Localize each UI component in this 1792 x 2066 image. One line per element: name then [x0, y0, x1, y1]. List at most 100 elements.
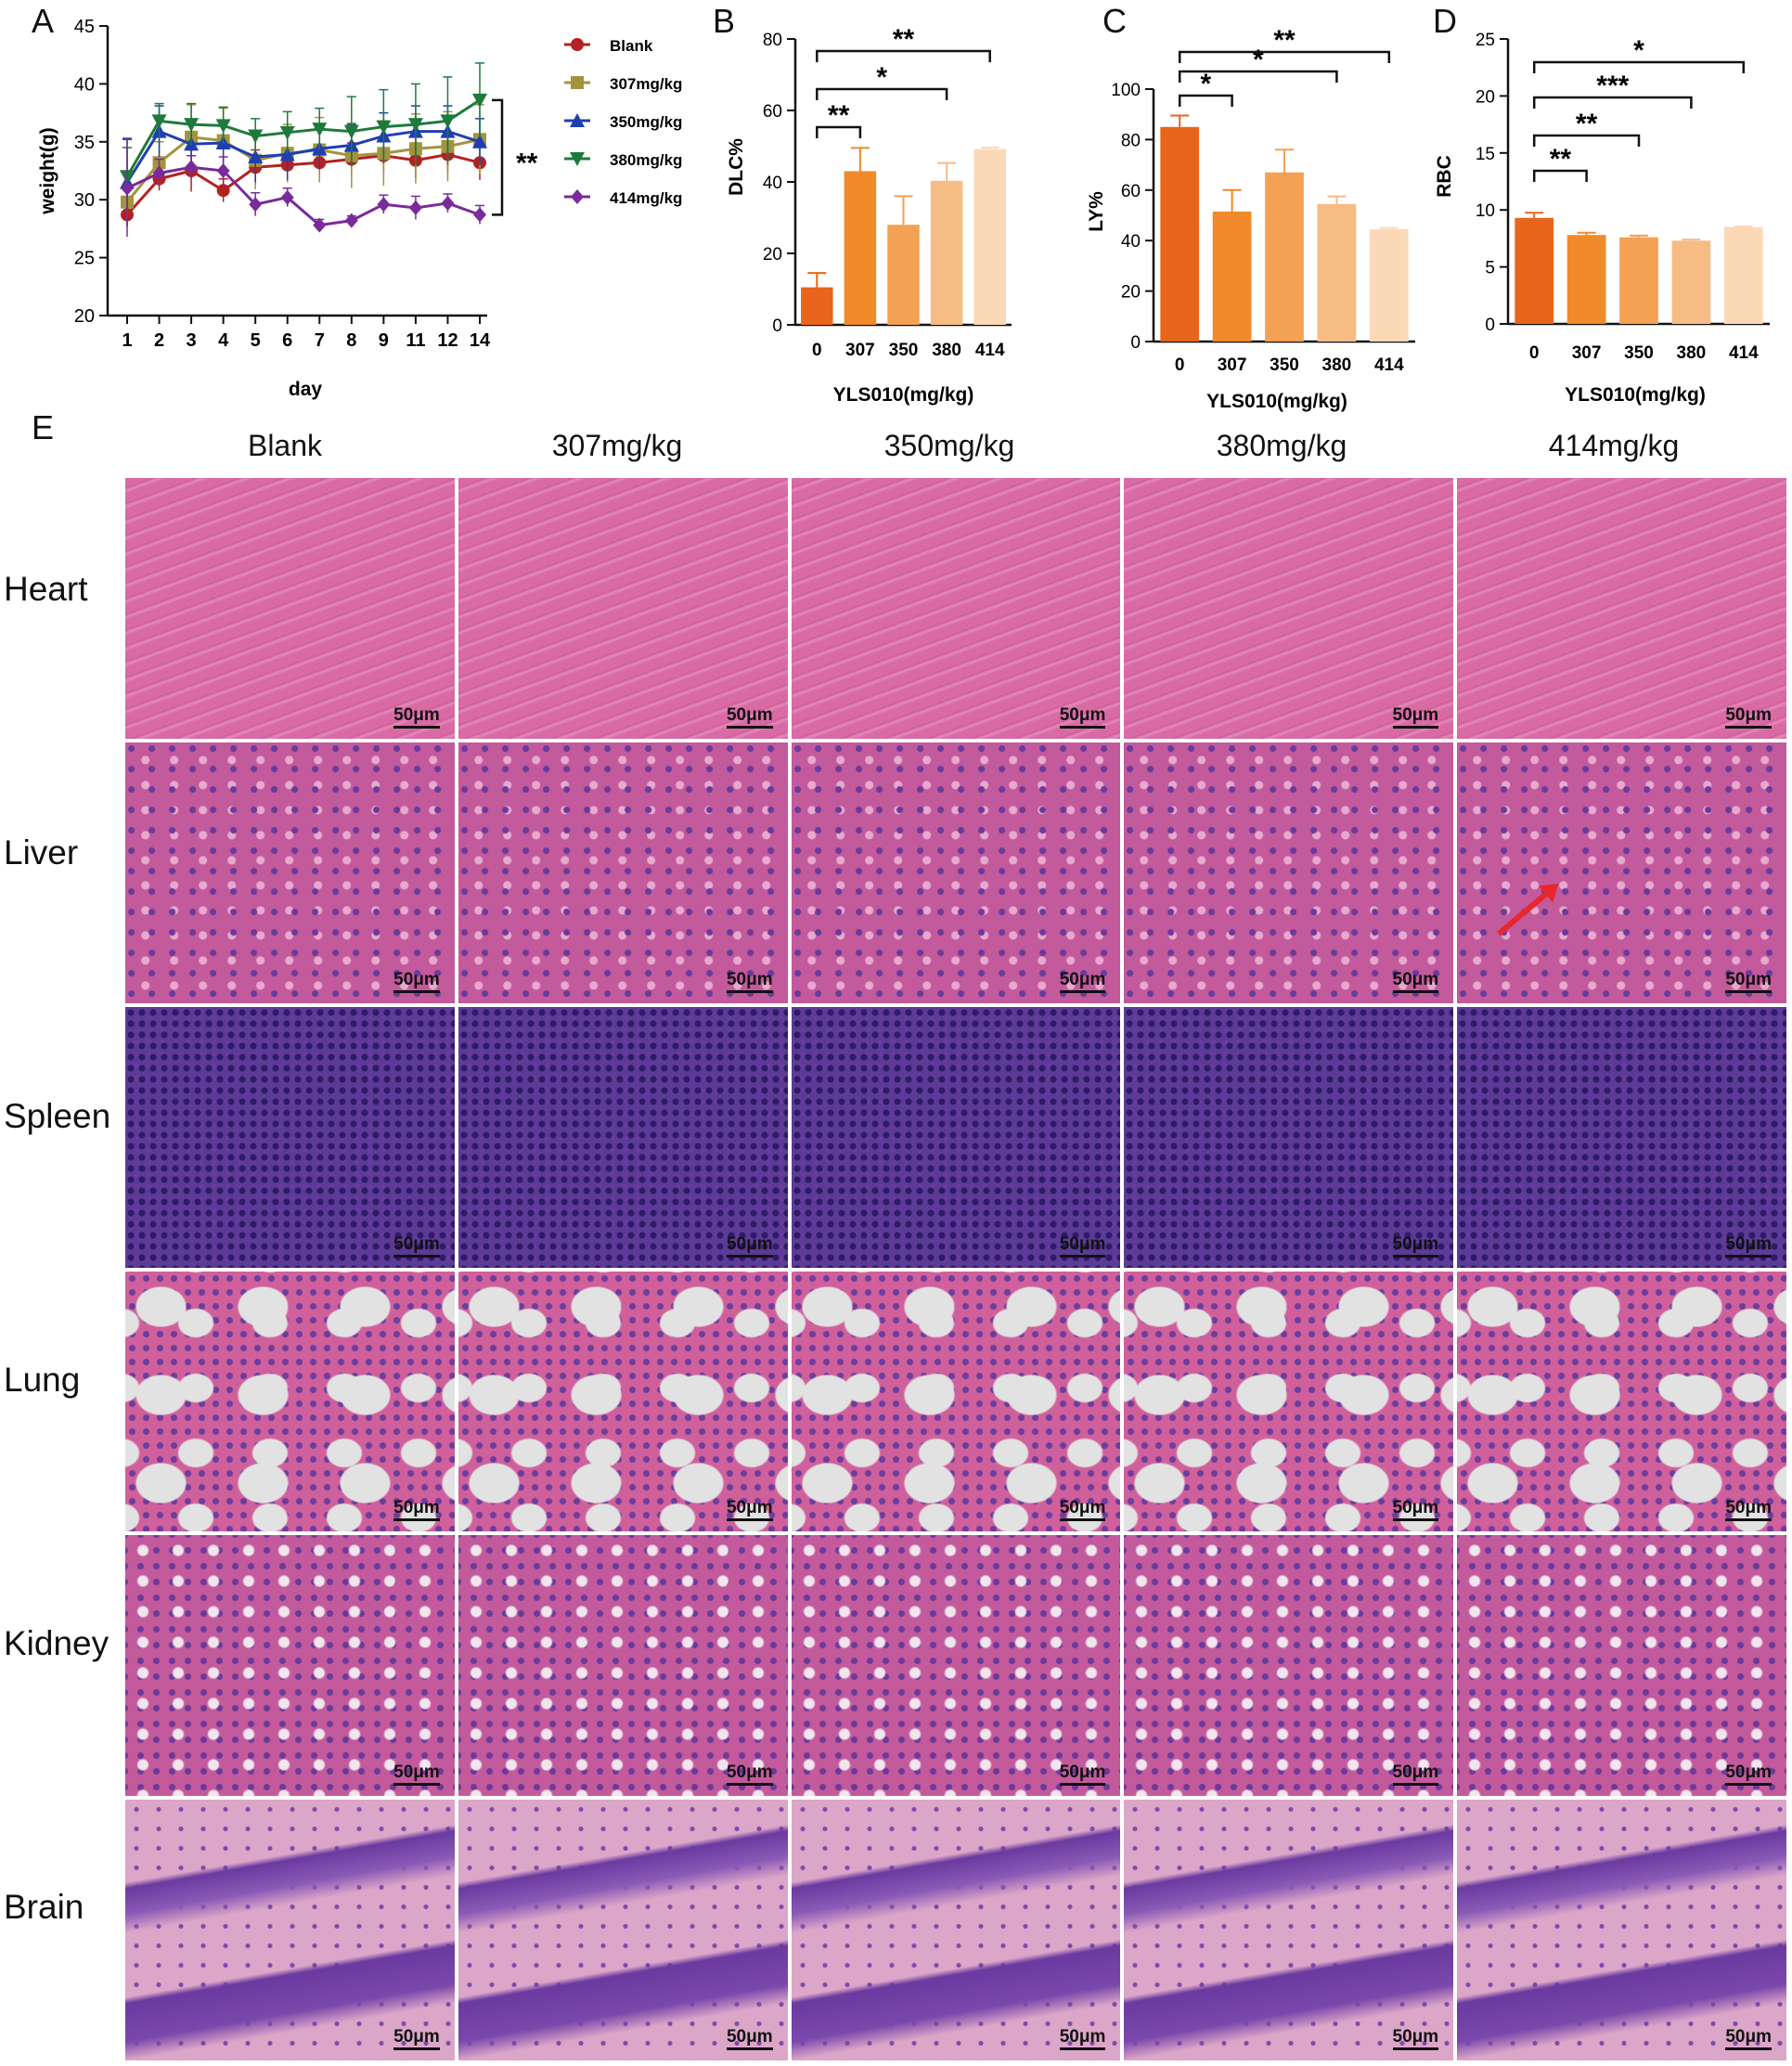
y-tick-label: 80 [1121, 131, 1141, 150]
y-tick-label: 40 [74, 74, 95, 95]
scale-bar-label: 50μm [1725, 2027, 1772, 2050]
data-point [407, 118, 423, 133]
scale-bar [393, 2047, 440, 2050]
x-tick-label: 8 [346, 330, 356, 351]
y-tick-label: 20 [74, 306, 95, 327]
histology-image-liver-2: 50μm [458, 742, 788, 1003]
scale-bar [726, 989, 773, 993]
scale-bar [1059, 1518, 1106, 1522]
data-point [248, 149, 264, 164]
scale-bar-label: 50μm [1059, 705, 1106, 729]
bar [887, 225, 920, 325]
data-point [440, 114, 456, 129]
x-tick-label: 4 [218, 330, 229, 351]
x-tick-label: 9 [379, 330, 389, 351]
y-tick-label: 80 [763, 31, 782, 50]
column-header-307: 307mg/kg [551, 429, 683, 462]
histology-image-heart-2: 50μm [458, 478, 788, 739]
data-point [248, 129, 264, 144]
x-axis-label: YLS010(mg/kg) [1565, 384, 1706, 406]
histology-image-spleen-3: 50μm [791, 1006, 1121, 1268]
histology-image-liver-1: 50μm [125, 742, 455, 1003]
scale-bar-label: 50μm [1392, 970, 1439, 993]
y-tick-label: 20 [1121, 283, 1141, 303]
scale-bar [1392, 725, 1439, 729]
histology-image-lung-2: 50μm [458, 1271, 788, 1532]
histology-image-heart-5: 50μm [1457, 478, 1786, 739]
scale-bar [1725, 1254, 1772, 1258]
bar [844, 171, 877, 325]
x-tick-label: 11 [406, 330, 425, 351]
data-point [377, 197, 391, 213]
x-tick-label: 3 [187, 330, 197, 351]
y-tick-label: 25 [1476, 31, 1495, 50]
scale-bar-label: 50μm [1725, 970, 1772, 993]
scale-bar-label: 50μm [1392, 1234, 1439, 1258]
scale-bar [1392, 1254, 1439, 1258]
x-tick-label: 2 [154, 330, 164, 351]
y-tick-label: 40 [763, 174, 782, 193]
scale-bar [1059, 725, 1106, 729]
scale-bar [726, 1783, 773, 1787]
data-point [343, 124, 359, 139]
scale-bar-label: 50μm [1059, 2027, 1106, 2050]
x-tick-label: 414 [1374, 355, 1404, 375]
scale-bar-label: 50μm [1059, 970, 1106, 993]
significance-label: ** [1576, 109, 1598, 139]
scale-bar [393, 1783, 440, 1787]
y-tick-label: 0 [772, 316, 782, 336]
x-tick-label: 380 [932, 341, 961, 360]
ly-bar-chart: 0 20 40 60 80 100 0 307 350 380 414 YLS010(mg/kg) LY… [1086, 25, 1415, 412]
significance-bracket [1178, 94, 1233, 107]
column-header-350: 350mg/kg [883, 429, 1015, 462]
column-header-380: 380mg/kg [1216, 429, 1347, 462]
panel-label-a: A [32, 2, 55, 40]
significance-label: * [1253, 45, 1264, 75]
significance-bracket [1532, 169, 1588, 182]
legend-label: Blank [610, 37, 653, 55]
histology-image-spleen-5: 50μm [1457, 1006, 1786, 1268]
scale-bar-label: 50μm [393, 970, 440, 993]
x-tick-label: 414 [975, 341, 1005, 360]
y-tick-label: 0 [1485, 316, 1495, 335]
x-axis-label: YLS010(mg/kg) [833, 384, 974, 406]
histology-image-brain-4: 50μm [1124, 1800, 1454, 2060]
scale-bar-label: 50μm [1059, 1498, 1106, 1522]
x-tick-label: 12 [437, 330, 458, 351]
scale-bar-label: 50μm [1392, 705, 1439, 729]
series-line [125, 129, 481, 184]
data-point [184, 118, 200, 133]
data-point [473, 207, 486, 223]
scale-bar-label: 50μm [1725, 1234, 1772, 1258]
legend-marker [570, 113, 585, 127]
legend-label: 414mg/kg [610, 189, 682, 207]
data-point [151, 114, 167, 129]
x-tick-label: 380 [1677, 343, 1707, 363]
dlc-bar-chart: 0 20 40 60 80 0 307 350 380 414 YLS010(mg/kg) DLC% *… [726, 24, 1012, 406]
y-tick-label: 45 [74, 17, 95, 37]
x-tick-label: 350 [1270, 355, 1299, 375]
bar [973, 148, 1006, 325]
scale-bar [726, 1254, 773, 1258]
data-point [472, 93, 487, 108]
scale-bar [1725, 989, 1772, 993]
data-point [121, 180, 134, 196]
scale-bar-label: 50μm [1725, 705, 1772, 729]
bar [1265, 172, 1304, 342]
x-tick-label: 307 [1218, 355, 1247, 375]
legend-label: 307mg/kg [610, 75, 682, 93]
scale-bar-label: 50μm [1059, 1234, 1106, 1258]
scale-bar-label: 50μm [726, 970, 773, 993]
scale-bar-label: 50μm [726, 1763, 773, 1787]
scale-bar [1059, 1254, 1106, 1258]
significance-bracket [1178, 70, 1338, 83]
histology-image-spleen-2: 50μm [458, 1006, 788, 1268]
histology-image-kidney-3: 50μm [791, 1535, 1121, 1797]
data-point [280, 189, 294, 205]
y-tick-label: 30 [74, 190, 95, 211]
data-point [216, 163, 230, 178]
y-tick-label: 20 [1476, 87, 1495, 107]
data-point [441, 195, 455, 211]
scale-bar [1059, 2047, 1106, 2050]
